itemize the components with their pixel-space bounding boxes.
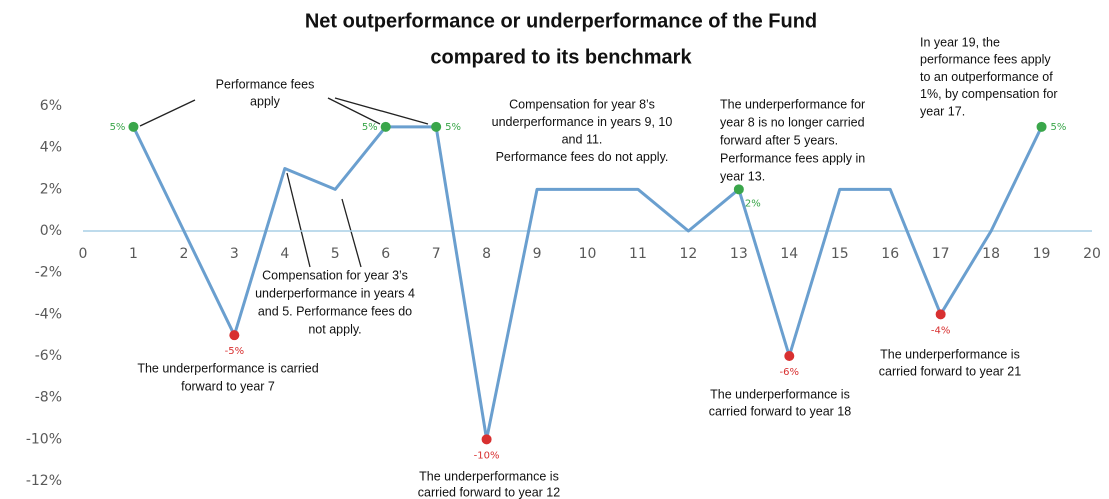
annotation: The underperformance is — [710, 387, 850, 401]
x-tick-label: 12 — [679, 246, 697, 262]
value-label: -4% — [931, 325, 950, 336]
data-point — [128, 121, 139, 132]
annotation: carried forward to year 21 — [879, 364, 1021, 378]
y-tick-label: -12% — [26, 473, 62, 489]
y-tick-label: -2% — [35, 265, 62, 281]
value-label: 5% — [445, 122, 461, 133]
y-tick-label: -6% — [35, 348, 62, 364]
annotation: In year 19, the — [920, 35, 1000, 49]
value-label: -5% — [225, 346, 244, 357]
x-tick-label: 20 — [1083, 246, 1101, 262]
annotation: underperformance in years 9, 10 — [492, 115, 673, 129]
x-tick-label: 7 — [432, 246, 441, 262]
annotation: 1%, by compensation for — [920, 87, 1058, 101]
x-tick-label: 15 — [831, 246, 849, 262]
x-tick-label: 6 — [381, 246, 390, 262]
x-tick-label: 14 — [780, 246, 798, 262]
x-tick-label: 1 — [129, 246, 138, 262]
value-label: 5% — [362, 122, 378, 133]
annotation: Performance fees — [216, 77, 315, 91]
chart-title: Net outperformance or underperformance o… — [305, 10, 817, 32]
y-tick-label: 0% — [40, 223, 62, 239]
annotation: carried forward to year 12 — [418, 485, 560, 499]
annotation: apply — [250, 94, 281, 108]
data-point — [431, 121, 442, 132]
annotation: The underperformance is carried — [137, 361, 318, 375]
data-point — [229, 330, 240, 341]
annotation: year 17. — [920, 104, 965, 118]
x-tick-label: 19 — [1033, 246, 1051, 262]
x-tick-label: 11 — [629, 246, 647, 262]
data-line — [132, 125, 1043, 441]
y-tick-label: 4% — [40, 140, 62, 156]
annotation: Compensation for year 3’s — [262, 268, 408, 282]
x-tick-label: 4 — [280, 246, 289, 262]
annotation: The underperformance for — [720, 97, 865, 111]
leader-line — [334, 97, 429, 125]
annotation: forward after 5 years. — [720, 133, 838, 147]
annotation: forward to year 7 — [181, 379, 275, 393]
value-label: 5% — [110, 122, 126, 133]
y-tick-label: -8% — [35, 390, 62, 406]
annotation: Performance fees do not apply. — [496, 150, 669, 164]
annotation: and 5. Performance fees do — [258, 304, 412, 318]
x-tick-label: 18 — [982, 246, 1000, 262]
data-point — [784, 351, 795, 361]
leader-lines — [139, 97, 429, 268]
data-point — [380, 121, 391, 132]
x-tick-label: 5 — [331, 246, 340, 262]
x-tick-label: 2 — [179, 246, 188, 262]
leader-line — [286, 172, 311, 268]
value-label: -10% — [474, 450, 500, 461]
chart-title: compared to its benchmark — [430, 46, 692, 68]
x-tick-label: 16 — [881, 246, 899, 262]
leader-line — [341, 198, 362, 268]
leader-line — [327, 97, 381, 125]
annotation: Performance fees apply in — [720, 151, 865, 165]
x-tick-label: 17 — [932, 246, 950, 262]
data-point — [1036, 121, 1047, 132]
annotation: year 13. — [720, 169, 765, 183]
annotation: to an outperformance of — [920, 70, 1053, 84]
annotation: underperformance in years 4 — [255, 286, 415, 300]
x-tick-label: 13 — [730, 246, 748, 262]
y-tick-label: 6% — [40, 98, 62, 114]
y-tick-label: -10% — [26, 431, 62, 447]
data-point — [935, 309, 946, 320]
annotation: The underperformance is — [419, 469, 559, 483]
data-point — [733, 184, 744, 195]
x-tick-label: 10 — [579, 246, 597, 262]
x-tick-label: 0 — [79, 246, 88, 262]
leader-line — [139, 99, 196, 127]
y-tick-label: 2% — [40, 181, 62, 197]
x-tick-label: 3 — [230, 246, 239, 262]
annotation: year 8 is no longer carried — [720, 115, 865, 129]
value-label: -6% — [780, 367, 799, 378]
y-tick-label: -4% — [35, 306, 62, 322]
annotation: performance fees apply — [920, 53, 1051, 67]
x-tick-label: 9 — [533, 246, 542, 262]
data-point — [481, 434, 492, 445]
value-label: 5% — [1051, 122, 1067, 133]
x-tick-label: 8 — [482, 246, 491, 262]
annotation: The underperformance is — [880, 347, 1020, 361]
annotation: and 11. — [562, 132, 603, 146]
annotation: Compensation for year 8’s — [509, 97, 655, 111]
annotation: carried forward to year 18 — [709, 404, 851, 418]
annotation: not apply. — [308, 322, 361, 336]
value-label: 2% — [745, 198, 761, 209]
